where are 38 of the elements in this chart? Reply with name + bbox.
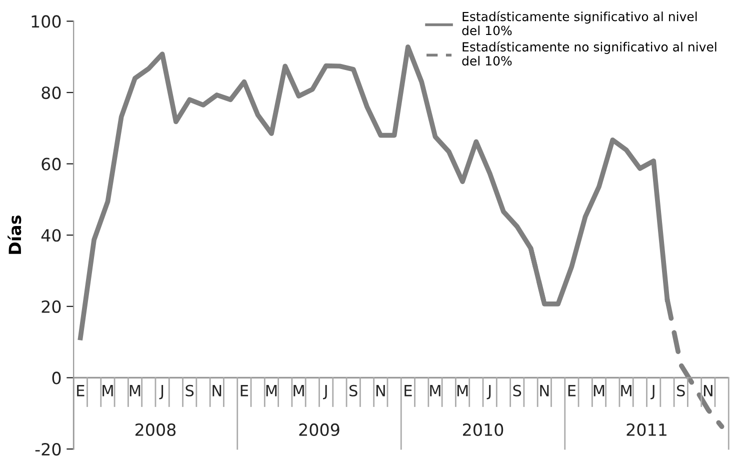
- annotation: 2010: [463, 423, 504, 436]
- x-tick-label: N: [540, 385, 549, 396]
- x-tick-label: S: [677, 384, 685, 396]
- x-tick-label: S: [513, 384, 522, 396]
- y-tick-label: 60: [42, 158, 61, 170]
- x-tick-label: M: [594, 385, 604, 396]
- annotation: 2008: [135, 423, 176, 436]
- x-tick-label: M: [266, 385, 277, 396]
- x-tick-label: J: [323, 385, 327, 400]
- x-tick-label: S: [350, 384, 358, 396]
- y-tick-label: -20: [35, 442, 61, 456]
- x-tick-label: M: [294, 385, 304, 396]
- x-tick-label: M: [102, 385, 113, 396]
- annotation: 2009: [299, 423, 340, 436]
- x-tick-label: M: [430, 385, 440, 396]
- y-tick-label: 20: [42, 300, 61, 313]
- annotation: 2011: [626, 423, 666, 436]
- x-tick-label: J: [650, 385, 654, 400]
- legend-label: Estadísticamente no significativo al nivel del 10%: [462, 41, 716, 66]
- x-tick-label: J: [486, 385, 491, 400]
- x-tick-label: N: [212, 385, 222, 396]
- x-tick-label: E: [77, 385, 84, 396]
- y-tick-label: 100: [32, 15, 61, 28]
- x-tick-label: M: [130, 385, 140, 396]
- x-tick-label: J: [159, 385, 164, 400]
- x-tick-label: S: [186, 384, 194, 396]
- y-tick-label: 80: [42, 86, 61, 100]
- x-tick-label: N: [704, 385, 712, 396]
- x-tick-label: E: [568, 385, 576, 396]
- y-tick-label: 40: [41, 229, 61, 242]
- legend-label: Estadísticamente significativo al nivel del 10%: [462, 11, 697, 36]
- x-tick-label: E: [404, 385, 412, 396]
- x-tick-label: E: [240, 385, 248, 396]
- y-tick-label: 0: [52, 372, 61, 384]
- y-axis-title: Días: [8, 216, 22, 254]
- x-tick-label: N: [376, 385, 385, 396]
- x-tick-label: M: [457, 385, 468, 396]
- x-tick-label: M: [621, 385, 632, 396]
